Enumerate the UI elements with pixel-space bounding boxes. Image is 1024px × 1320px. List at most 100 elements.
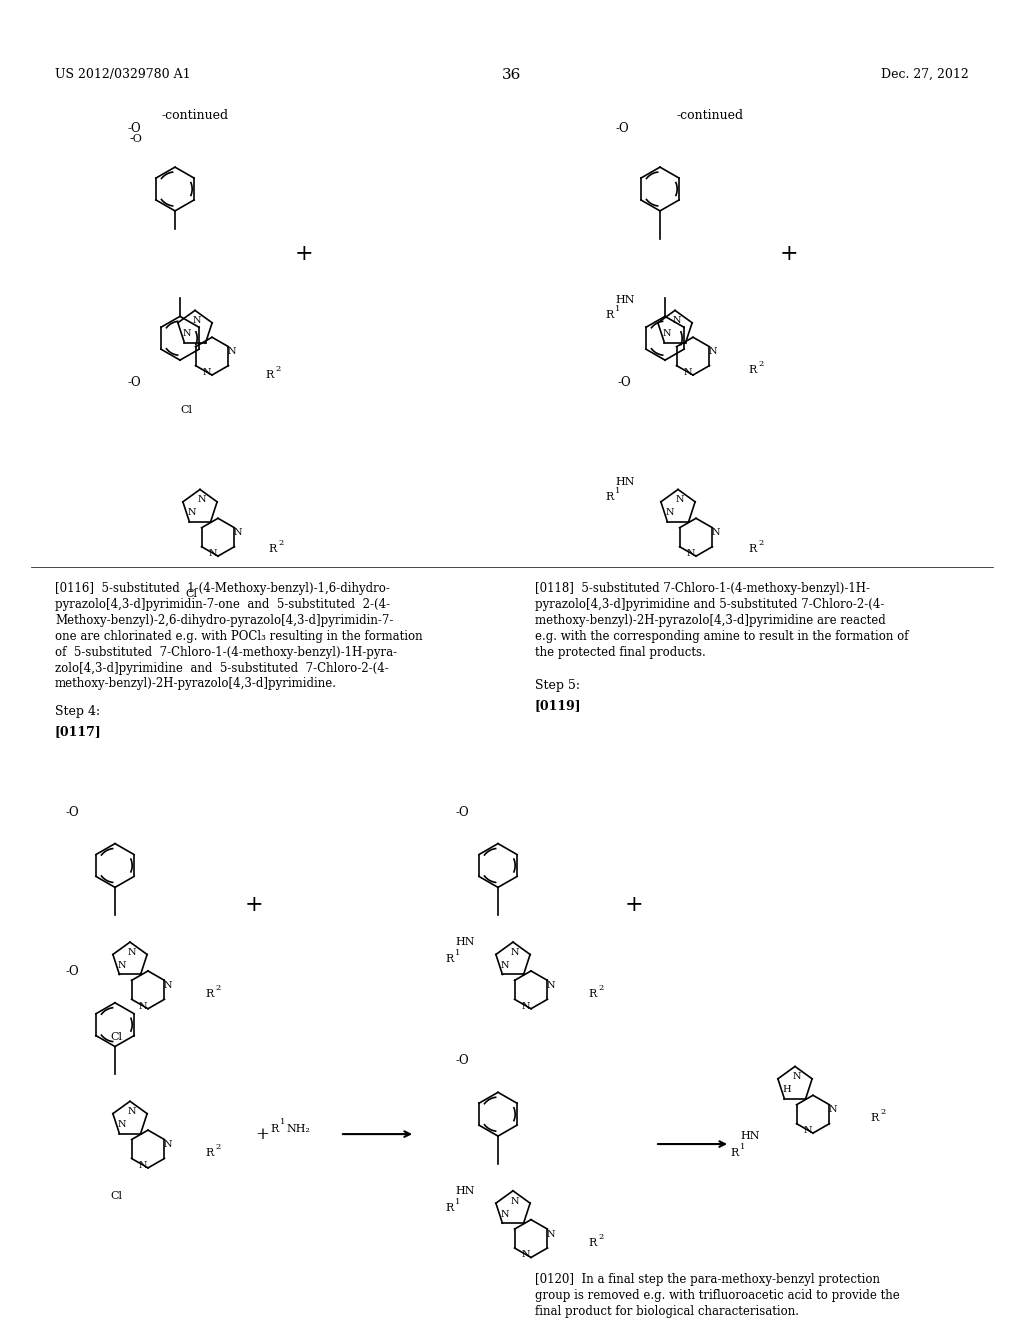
Text: N: N bbox=[128, 948, 136, 957]
Text: NH₂: NH₂ bbox=[286, 1125, 310, 1134]
Text: N: N bbox=[673, 317, 681, 325]
Text: -O: -O bbox=[128, 376, 141, 389]
Text: 1: 1 bbox=[615, 487, 621, 495]
Text: R: R bbox=[265, 370, 273, 380]
Text: N: N bbox=[501, 1209, 509, 1218]
Text: 2: 2 bbox=[880, 1109, 886, 1117]
Text: N: N bbox=[547, 981, 555, 990]
Text: N: N bbox=[522, 1250, 530, 1259]
Text: methoxy-benzyl)-2H-pyrazolo[4,3-d]pyrimidine.: methoxy-benzyl)-2H-pyrazolo[4,3-d]pyrimi… bbox=[55, 677, 337, 690]
Text: Methoxy-benzyl)-2,6-dihydro-pyrazolo[4,3-d]pyrimidin-7-: Methoxy-benzyl)-2,6-dihydro-pyrazolo[4,3… bbox=[55, 614, 393, 627]
Text: N: N bbox=[138, 1002, 147, 1011]
Text: R: R bbox=[588, 989, 596, 999]
Text: 2: 2 bbox=[598, 983, 603, 991]
Text: R: R bbox=[445, 1203, 454, 1213]
Text: R: R bbox=[748, 366, 757, 375]
Text: HN: HN bbox=[615, 296, 635, 305]
Text: N: N bbox=[522, 1002, 530, 1011]
Text: N: N bbox=[666, 508, 674, 517]
Text: H: H bbox=[782, 1085, 792, 1094]
Text: -O: -O bbox=[618, 376, 632, 389]
Text: [0120]  In a final step the para-methoxy-benzyl protection: [0120] In a final step the para-methoxy-… bbox=[535, 1274, 880, 1287]
Text: 2: 2 bbox=[598, 1233, 603, 1241]
Text: N: N bbox=[118, 1121, 126, 1129]
Text: Step 4:: Step 4: bbox=[55, 705, 100, 718]
Text: -O: -O bbox=[615, 123, 629, 136]
Text: 2: 2 bbox=[758, 360, 763, 368]
Text: N: N bbox=[182, 329, 191, 338]
Text: +: + bbox=[255, 1126, 269, 1143]
Text: +: + bbox=[625, 894, 644, 916]
Text: N: N bbox=[227, 347, 237, 356]
Text: 36: 36 bbox=[503, 67, 521, 82]
Text: R: R bbox=[270, 1125, 279, 1134]
Text: N: N bbox=[712, 528, 720, 537]
Text: Cl: Cl bbox=[180, 405, 193, 414]
Text: N: N bbox=[164, 1140, 172, 1148]
Text: -O: -O bbox=[128, 123, 141, 136]
Text: N: N bbox=[804, 1126, 812, 1135]
Text: 2: 2 bbox=[758, 539, 763, 548]
Text: N: N bbox=[164, 981, 172, 990]
Text: N: N bbox=[233, 528, 243, 537]
Text: N: N bbox=[709, 347, 717, 356]
Text: pyrazolo[4,3-d]pyrimidin-7-one  and  5-substituted  2-(4-: pyrazolo[4,3-d]pyrimidin-7-one and 5-sub… bbox=[55, 598, 390, 611]
Text: -continued: -continued bbox=[162, 110, 228, 123]
Text: 2: 2 bbox=[275, 366, 281, 374]
Text: R: R bbox=[605, 492, 613, 503]
Text: N: N bbox=[676, 495, 684, 504]
Text: +: + bbox=[295, 243, 313, 265]
Text: 1: 1 bbox=[455, 1197, 461, 1205]
Text: +: + bbox=[780, 243, 799, 265]
Text: R: R bbox=[870, 1113, 879, 1123]
Text: [0117]: [0117] bbox=[55, 725, 101, 738]
Text: zolo[4,3-d]pyrimidine  and  5-substituted  7-Chloro-2-(4-: zolo[4,3-d]pyrimidine and 5-substituted … bbox=[55, 661, 389, 675]
Text: Step 5:: Step 5: bbox=[535, 680, 580, 693]
Text: R: R bbox=[730, 1148, 738, 1158]
Text: N: N bbox=[138, 1160, 147, 1170]
Text: N: N bbox=[209, 549, 217, 558]
Text: 2: 2 bbox=[215, 1143, 220, 1151]
Text: US 2012/0329780 A1: US 2012/0329780 A1 bbox=[55, 67, 190, 81]
Text: HN: HN bbox=[740, 1131, 760, 1140]
Text: 1: 1 bbox=[615, 305, 621, 313]
Text: 2: 2 bbox=[215, 983, 220, 991]
Text: R: R bbox=[605, 310, 613, 321]
Text: N: N bbox=[793, 1072, 801, 1081]
Text: R: R bbox=[588, 1238, 596, 1247]
Text: N: N bbox=[687, 549, 695, 558]
Text: N: N bbox=[501, 961, 509, 970]
Text: N: N bbox=[547, 1229, 555, 1238]
Text: R: R bbox=[268, 544, 276, 554]
Text: N: N bbox=[511, 1197, 519, 1205]
Text: 1: 1 bbox=[455, 949, 461, 957]
Text: final product for biological characterisation.: final product for biological characteris… bbox=[535, 1305, 799, 1319]
Text: [0118]  5-substituted 7-Chloro-1-(4-methoxy-benzyl)-1H-: [0118] 5-substituted 7-Chloro-1-(4-metho… bbox=[535, 582, 870, 595]
Text: HN: HN bbox=[455, 937, 474, 946]
Text: N: N bbox=[128, 1107, 136, 1117]
Text: +: + bbox=[245, 894, 263, 916]
Text: e.g. with the corresponding amine to result in the formation of: e.g. with the corresponding amine to res… bbox=[535, 630, 908, 643]
Text: N: N bbox=[118, 961, 126, 970]
Text: 2: 2 bbox=[278, 539, 284, 548]
Text: N: N bbox=[198, 495, 206, 504]
Text: of  5-substituted  7-Chloro-1-(4-methoxy-benzyl)-1H-pyra-: of 5-substituted 7-Chloro-1-(4-methoxy-b… bbox=[55, 645, 397, 659]
Text: HN: HN bbox=[615, 478, 635, 487]
Text: group is removed e.g. with trifluoroacetic acid to provide the: group is removed e.g. with trifluoroacet… bbox=[535, 1290, 900, 1303]
Text: methoxy-benzyl)-2H-pyrazolo[4,3-d]pyrimidine are reacted: methoxy-benzyl)-2H-pyrazolo[4,3-d]pyrimi… bbox=[535, 614, 886, 627]
Text: R: R bbox=[748, 544, 757, 554]
Text: Cl: Cl bbox=[110, 1191, 122, 1201]
Text: -continued: -continued bbox=[677, 110, 743, 123]
Text: N: N bbox=[663, 329, 672, 338]
Text: Cl: Cl bbox=[110, 1032, 122, 1041]
Text: N: N bbox=[684, 368, 692, 378]
Text: one are chlorinated e.g. with POCl₃ resulting in the formation: one are chlorinated e.g. with POCl₃ resu… bbox=[55, 630, 423, 643]
Text: R: R bbox=[205, 989, 213, 999]
Text: -O: -O bbox=[65, 965, 79, 978]
Text: N: N bbox=[193, 317, 202, 325]
Text: the protected final products.: the protected final products. bbox=[535, 645, 706, 659]
Text: N: N bbox=[203, 368, 211, 378]
Text: N: N bbox=[511, 948, 519, 957]
Text: -O: -O bbox=[65, 805, 79, 818]
Text: N: N bbox=[828, 1105, 838, 1114]
